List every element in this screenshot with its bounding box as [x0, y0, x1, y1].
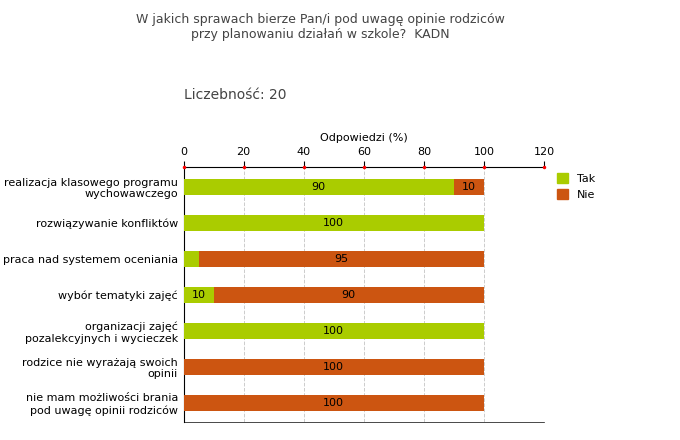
Bar	[184, 395, 484, 411]
Bar	[184, 215, 484, 231]
Bar	[184, 323, 484, 339]
Text: 100: 100	[323, 218, 344, 228]
Bar	[184, 287, 214, 303]
Text: Liczebność: 20: Liczebność: 20	[184, 88, 286, 102]
Text: W jakich sprawach bierze Pan/i pod uwagę opinie rodziców
przy planowaniu działań: W jakich sprawach bierze Pan/i pod uwagę…	[136, 13, 505, 41]
Bar	[214, 287, 484, 303]
Bar	[199, 251, 484, 267]
Text: 90: 90	[311, 182, 326, 192]
Text: 90: 90	[342, 290, 356, 300]
Bar	[184, 359, 484, 375]
Text: 100: 100	[323, 326, 344, 336]
Text: 100: 100	[323, 362, 344, 372]
Text: 100: 100	[323, 398, 344, 408]
Legend: Tak, Nie: Tak, Nie	[557, 173, 595, 200]
Bar	[184, 179, 454, 195]
Bar	[184, 251, 199, 267]
Text: 10: 10	[462, 182, 476, 192]
X-axis label: Odpowiedzi (%): Odpowiedzi (%)	[320, 133, 408, 143]
Text: 95: 95	[334, 254, 348, 264]
Text: 10: 10	[192, 290, 205, 300]
Bar	[454, 179, 484, 195]
